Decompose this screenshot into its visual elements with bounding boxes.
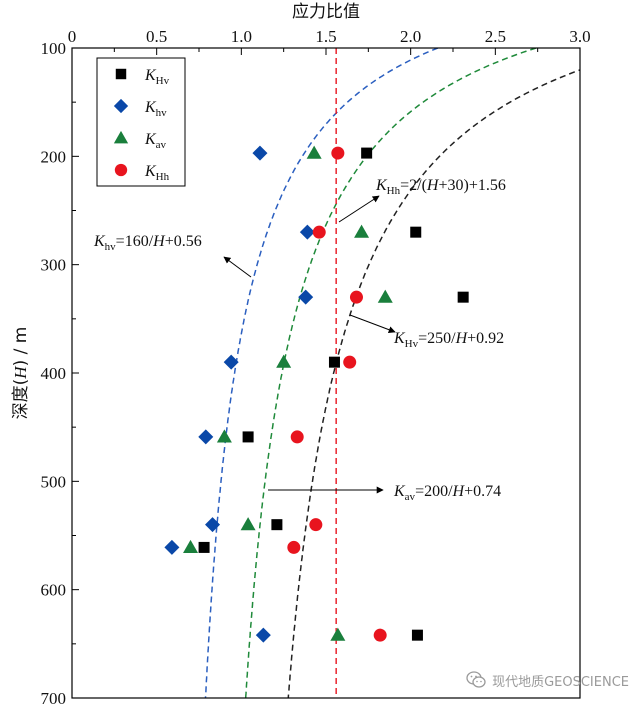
y-tick-label: 100: [41, 39, 67, 58]
point-k-av: [183, 539, 199, 554]
y-tick-label: 500: [41, 472, 67, 491]
point-k-hh: [312, 225, 326, 239]
point-k-hh: [373, 628, 387, 642]
y-tick-label: 700: [41, 689, 67, 708]
legend-marker-k-hv: [115, 68, 127, 80]
legend-marker-k-hv: [113, 98, 129, 114]
equation-label: Khv=160/H+0.56: [93, 233, 202, 253]
y-axis-title: 深度(H) / m: [11, 327, 31, 420]
x-tick-label: 2.0: [400, 27, 421, 46]
fit-curve-k-hv: [204, 48, 439, 698]
x-axis-title: 应力比值: [292, 2, 360, 22]
legend-label: Kav: [144, 131, 167, 151]
point-k-av: [306, 145, 322, 159]
point-k-hv: [198, 429, 214, 445]
legend-label: Khv: [144, 99, 167, 119]
point-k-hv: [328, 356, 340, 368]
point-k-hv: [205, 517, 221, 533]
point-k-hv: [242, 431, 254, 443]
point-k-hh: [331, 146, 345, 160]
point-k-hv: [271, 519, 283, 531]
point-k-hv: [457, 291, 469, 303]
equation-annotations: Khv=160/H+0.56 KHh=2/(H+30)+1.56 KHv=250/H…: [93, 177, 506, 503]
x-tick-label: 0.5: [146, 27, 167, 46]
equation-label: KHv=250/H+0.92: [393, 330, 504, 350]
legend: KHv Khv Kav KHh: [96, 57, 186, 187]
annotation-arrow: [338, 195, 380, 223]
fit-curve-k-av: [244, 48, 537, 698]
x-tick-label: 1.5: [315, 27, 336, 46]
legend-marker-k-av: [113, 130, 129, 144]
point-k-hv: [411, 629, 423, 641]
point-k-hh: [309, 518, 323, 532]
legend-marker-k-hh: [114, 163, 128, 177]
point-k-av: [216, 429, 232, 443]
point-k-hv: [164, 539, 180, 555]
point-k-hv: [252, 145, 268, 161]
y-tick-label: 600: [41, 581, 67, 600]
x-tick-label: 0: [68, 27, 77, 46]
wechat-icon: [466, 671, 486, 688]
point-k-av: [377, 289, 393, 303]
point-k-hv: [255, 627, 271, 643]
annotation-arrow: [223, 256, 252, 278]
y-tick-label: 400: [41, 364, 67, 383]
point-k-hv: [361, 147, 373, 159]
point-k-hh: [349, 290, 363, 304]
point-k-hv: [410, 226, 422, 238]
point-k-hh: [290, 430, 304, 444]
point-k-av: [276, 354, 292, 368]
point-k-hh: [287, 540, 301, 554]
point-k-hv: [223, 354, 239, 370]
point-k-av: [354, 224, 370, 238]
point-k-hh: [343, 355, 357, 369]
point-k-hv: [198, 541, 210, 553]
point-k-hv: [298, 289, 314, 305]
point-k-av: [330, 627, 346, 641]
annotation-arrow: [349, 314, 396, 334]
x-tick-label: 1.0: [231, 27, 252, 46]
x-tick-label: 3.0: [569, 27, 590, 46]
legend-label: KHv: [144, 67, 170, 87]
fit-curve-k-hv: [287, 69, 580, 698]
equation-label: Kav=200/H+0.74: [393, 483, 501, 503]
watermark-text: 现代地质GEOSCIENCE: [492, 674, 629, 690]
y-tick-label: 200: [41, 147, 67, 166]
y-tick-label: 300: [41, 256, 67, 275]
x-tick-label: 2.5: [485, 27, 506, 46]
watermark: 现代地质GEOSCIENCE: [466, 670, 629, 690]
legend-label: KHh: [144, 163, 170, 183]
equation-label: KHh=2/(H+30)+1.56: [375, 177, 506, 197]
legend-box: [96, 57, 186, 187]
point-k-hv: [299, 224, 315, 240]
point-k-av: [240, 517, 256, 531]
